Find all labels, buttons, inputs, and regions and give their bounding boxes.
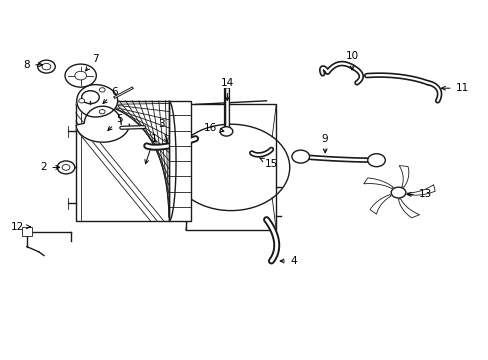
Circle shape (79, 99, 84, 103)
Bar (76, 101, 168, 221)
Circle shape (57, 161, 75, 174)
Text: 5: 5 (108, 114, 123, 130)
Polygon shape (369, 195, 390, 214)
Polygon shape (363, 178, 392, 188)
Polygon shape (398, 199, 419, 218)
Circle shape (62, 165, 70, 170)
Circle shape (65, 64, 96, 87)
Text: 8: 8 (23, 60, 42, 70)
Text: 16: 16 (203, 123, 224, 133)
Text: 3: 3 (158, 119, 168, 142)
Text: 2: 2 (41, 162, 60, 172)
Text: 14: 14 (220, 78, 234, 100)
Text: 10: 10 (345, 51, 358, 70)
Text: 6: 6 (103, 87, 118, 103)
Polygon shape (77, 85, 118, 117)
Text: 4: 4 (280, 256, 296, 266)
Text: 13: 13 (407, 189, 431, 199)
Text: 15: 15 (259, 158, 278, 169)
Circle shape (99, 109, 105, 114)
Text: 11: 11 (441, 83, 468, 93)
Circle shape (367, 154, 385, 167)
Circle shape (99, 88, 105, 92)
Circle shape (291, 150, 309, 163)
Circle shape (390, 187, 405, 198)
Bar (168, 101, 190, 221)
Text: 1: 1 (144, 134, 157, 164)
Polygon shape (398, 166, 408, 187)
Bar (22, 227, 32, 236)
Circle shape (75, 71, 86, 80)
Circle shape (220, 127, 232, 136)
Polygon shape (76, 106, 129, 142)
Circle shape (42, 63, 51, 70)
Polygon shape (406, 185, 434, 195)
Text: 7: 7 (85, 54, 99, 71)
Text: 9: 9 (321, 134, 328, 153)
Text: 12: 12 (10, 222, 30, 232)
Circle shape (38, 60, 55, 73)
Bar (185, 104, 276, 230)
Circle shape (81, 91, 99, 104)
